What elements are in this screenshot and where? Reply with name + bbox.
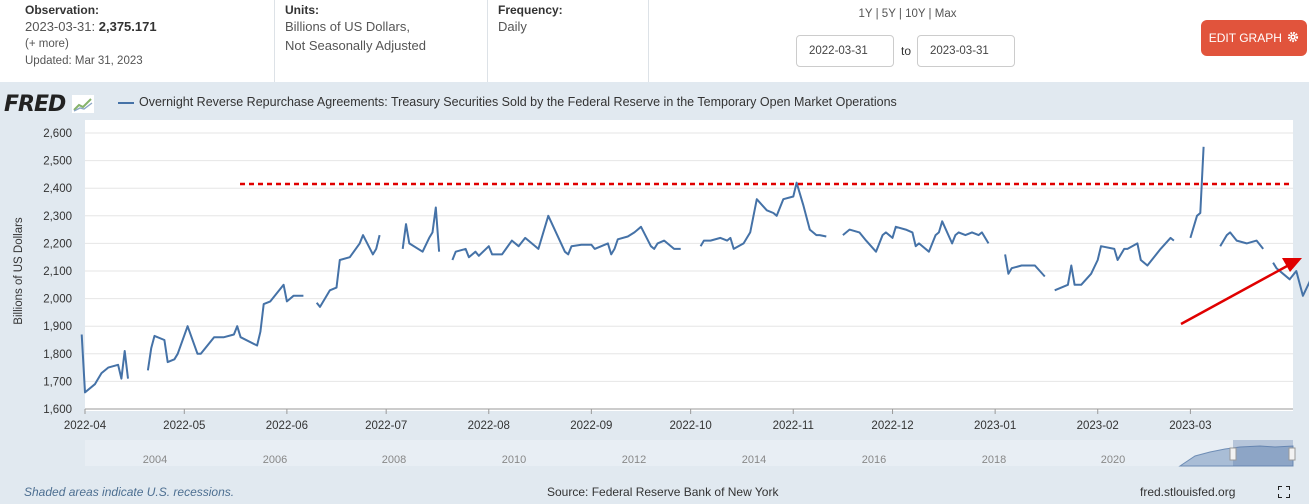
navigator-year-label: 2010 <box>502 454 526 466</box>
series-line-segment <box>699 181 827 250</box>
navigator-year-label: 2012 <box>622 454 646 466</box>
navigator-year-label: 2014 <box>742 454 766 466</box>
x-tick-label: 2022-12 <box>871 420 913 432</box>
range-sep: | <box>875 8 879 20</box>
frequency-value: Daily <box>498 19 527 34</box>
annotation-arrow-shaft <box>1180 263 1290 326</box>
navigator-selection[interactable] <box>1233 440 1293 466</box>
series-line-segment <box>146 283 304 371</box>
date-to-label: to <box>901 44 912 58</box>
observation-panel: Observation: 2023-03-31: 2,375.171 (+ mo… <box>0 0 275 82</box>
legend-label: Overnight Reverse Repurchase Agreements:… <box>139 95 897 109</box>
x-tick-label: 2022-04 <box>64 420 107 432</box>
y-tick-label: 1,700 <box>43 376 72 388</box>
source-text: Source: Federal Reserve Bank of New York <box>547 485 779 499</box>
y-tick-label: 1,800 <box>43 349 72 361</box>
legend-swatch <box>118 101 134 104</box>
navigator-year-label: 2008 <box>382 454 406 466</box>
frequency-panel: Frequency: Daily <box>488 0 649 82</box>
y-tick-label: 2,500 <box>43 156 72 168</box>
edit-graph-label: EDIT GRAPH <box>1208 31 1282 45</box>
y-tick-label: 2,400 <box>43 183 72 195</box>
series-line-segment <box>1004 254 1046 278</box>
navigator-year-label: 2016 <box>862 454 886 466</box>
x-tick-label: 2022-11 <box>773 420 814 432</box>
series-line-segment <box>401 206 441 253</box>
y-tick-label: 2,600 <box>43 128 72 140</box>
gear-icon <box>1288 31 1299 43</box>
y-tick-label: 2,200 <box>43 238 72 250</box>
y-tick-label: 1,900 <box>43 321 72 333</box>
observation-label: Observation: <box>25 3 100 17</box>
series-line-segment <box>80 334 129 394</box>
x-tick-label: 2023-02 <box>1077 420 1119 432</box>
range-10y[interactable]: 10Y <box>905 8 926 20</box>
units-label: Units: <box>285 3 319 17</box>
date-to-input[interactable]: 2023-03-31 <box>917 35 1015 67</box>
range-1y[interactable]: 1Y <box>858 8 873 20</box>
chart-trend-icon <box>71 95 94 113</box>
series-line-segment <box>1219 231 1264 250</box>
units-line2: Not Seasonally Adjusted <box>285 38 426 53</box>
navigator-year-label: 2004 <box>143 454 167 466</box>
y-axis-label: Billions of US Dollars <box>13 217 25 325</box>
recession-note: Shaded areas indicate U.S. recessions. <box>24 485 235 499</box>
fullscreen-icon[interactable] <box>1278 486 1290 498</box>
x-tick-label: 2022-10 <box>670 420 712 432</box>
x-tick-label: 2022-09 <box>570 420 612 432</box>
range-5y[interactable]: 5Y <box>881 8 896 20</box>
x-tick-label: 2022-05 <box>163 420 205 432</box>
edit-graph-button[interactable]: EDIT GRAPH <box>1201 20 1307 56</box>
navigator-year-label: 2018 <box>982 454 1006 466</box>
frequency-label: Frequency: <box>498 3 563 17</box>
y-tick-label: 2,000 <box>43 294 72 306</box>
fred-logo[interactable]: FRED <box>4 92 94 117</box>
navigator-area[interactable] <box>85 440 1293 466</box>
navigator-handle-left[interactable] <box>1229 447 1237 461</box>
info-bar: Observation: 2023-03-31: 2,375.171 (+ mo… <box>0 0 1309 82</box>
series-line-segment <box>1054 236 1175 292</box>
chart-legend: Overnight Reverse Repurchase Agreements:… <box>118 95 897 109</box>
range-selector: 1Y | 5Y | 10Y | Max <box>790 8 1025 20</box>
annotation-arrow-head <box>1282 258 1302 272</box>
updated-text: Updated: Mar 31, 2023 <box>25 55 143 67</box>
x-tick-label: 2022-07 <box>365 420 407 432</box>
observation-date: 2023-03-31: <box>25 19 96 34</box>
series-line-segment <box>315 234 381 308</box>
x-tick-label: 2023-03 <box>1169 420 1211 432</box>
units-panel: Units: Billions of US Dollars, Not Seaso… <box>275 0 488 82</box>
site-link[interactable]: fred.stlouisfed.org <box>1140 485 1236 499</box>
plot-area <box>85 120 1293 411</box>
date-from-input[interactable]: 2022-03-31 <box>796 35 894 67</box>
x-tick-label: 2022-08 <box>468 420 510 432</box>
observation-value: 2,375.171 <box>98 19 157 34</box>
navigator-year-label: 2006 <box>263 454 287 466</box>
series-line-segment <box>1189 146 1205 239</box>
units-line1: Billions of US Dollars, <box>285 19 410 34</box>
y-tick-label: 2,100 <box>43 266 72 278</box>
series-line-segment <box>451 214 681 261</box>
x-tick-label: 2023-01 <box>974 420 1016 432</box>
y-tick-label: 1,600 <box>43 404 72 416</box>
navigator-year-label: 2020 <box>1101 454 1125 466</box>
fred-logo-text: FRED <box>4 92 66 117</box>
series-line-segment <box>1272 262 1309 297</box>
series-line-segment <box>842 220 990 253</box>
navigator-handle-right[interactable] <box>1288 447 1296 461</box>
x-tick-label: 2022-06 <box>266 420 308 432</box>
y-tick-label: 2,300 <box>43 211 72 223</box>
more-link[interactable]: (+ more) <box>25 38 69 50</box>
range-max[interactable]: Max <box>934 8 957 20</box>
range-sep: | <box>898 8 902 20</box>
range-sep: | <box>928 8 932 20</box>
